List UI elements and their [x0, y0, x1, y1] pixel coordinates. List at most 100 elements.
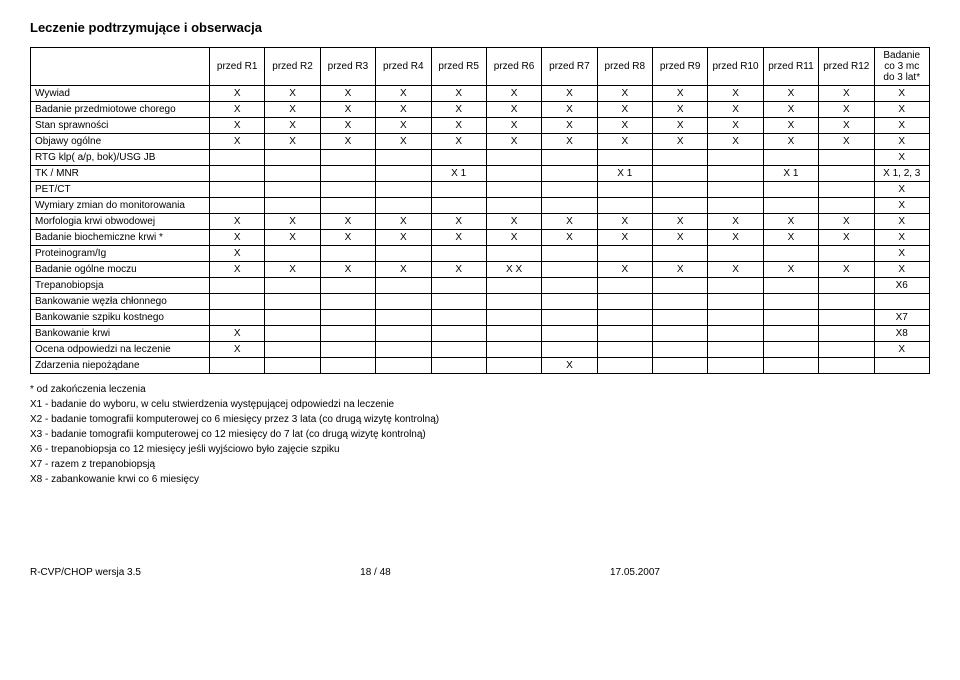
- table-cell: X: [597, 86, 652, 102]
- table-cell: X7: [874, 310, 930, 326]
- table-cell: X: [874, 198, 930, 214]
- table-cell: [653, 342, 708, 358]
- table-cell: [265, 294, 320, 310]
- table-cell: X: [597, 102, 652, 118]
- table-row: TrepanobiopsjaX6: [31, 278, 930, 294]
- table-cell: X: [819, 102, 874, 118]
- table-cell: [376, 342, 431, 358]
- table-header-col: przed R7: [542, 48, 597, 86]
- table-cell: [597, 342, 652, 358]
- table-cell: X: [486, 214, 541, 230]
- table-cell: X: [819, 262, 874, 278]
- page-footer: R-CVP/CHOP wersja 3.5 18 / 48 17.05.2007: [30, 567, 660, 578]
- table-cell: [486, 342, 541, 358]
- table-cell: [763, 182, 818, 198]
- table-cell: X: [874, 342, 930, 358]
- table-cell: X: [763, 230, 818, 246]
- table-cell: X: [763, 118, 818, 134]
- footnotes: * od zakończenia leczeniaX1 - badanie do…: [30, 382, 930, 487]
- table-cell: [431, 358, 486, 374]
- table-row: Ocena odpowiedzi na leczenieXX: [31, 342, 930, 358]
- table-cell: X: [265, 118, 320, 134]
- table-cell: [376, 278, 431, 294]
- table-cell: [265, 166, 320, 182]
- table-cell: X: [431, 230, 486, 246]
- table-header-col: Badanie co 3 mc do 3 lat*: [874, 48, 930, 86]
- table-cell: [320, 310, 375, 326]
- table-header-col: przed R11: [763, 48, 818, 86]
- table-cell: [708, 342, 763, 358]
- table-cell: [542, 278, 597, 294]
- table-cell: [320, 166, 375, 182]
- table-row: Badanie biochemiczne krwi *XXXXXXXXXXXXX: [31, 230, 930, 246]
- table-cell: X: [376, 134, 431, 150]
- table-cell: X: [210, 86, 265, 102]
- table-cell: [542, 342, 597, 358]
- table-cell: [708, 198, 763, 214]
- table-cell: X: [486, 102, 541, 118]
- table-cell: X: [653, 134, 708, 150]
- table-cell: X: [708, 230, 763, 246]
- table-cell: [597, 150, 652, 166]
- table-cell: [265, 358, 320, 374]
- table-cell: X: [265, 134, 320, 150]
- table-cell: [542, 326, 597, 342]
- table-cell: X: [653, 262, 708, 278]
- table-cell: [376, 198, 431, 214]
- table-row: Wymiary zmian do monitorowaniaX: [31, 198, 930, 214]
- table-cell: [819, 166, 874, 182]
- table-cell: X: [874, 102, 930, 118]
- table-cell: [653, 278, 708, 294]
- table-cell: X 1, 2, 3: [874, 166, 930, 182]
- table-cell: X: [708, 262, 763, 278]
- table-cell: [486, 246, 541, 262]
- table-cell: [486, 310, 541, 326]
- table-cell: X: [597, 118, 652, 134]
- table-cell: [265, 326, 320, 342]
- table-cell: X: [376, 214, 431, 230]
- table-cell: X: [542, 134, 597, 150]
- table-cell: [653, 166, 708, 182]
- row-label: Bankowanie szpiku kostnego: [31, 310, 210, 326]
- table-cell: [819, 182, 874, 198]
- table-cell: X: [763, 86, 818, 102]
- table-cell: X: [265, 214, 320, 230]
- row-label: Bankowanie krwi: [31, 326, 210, 342]
- table-row: Objawy ogólneXXXXXXXXXXXXX: [31, 134, 930, 150]
- table-cell: X: [320, 214, 375, 230]
- table-cell: X: [708, 118, 763, 134]
- table-row: Proteinogram/IgXX: [31, 246, 930, 262]
- table-cell: X: [874, 86, 930, 102]
- table-header-col: przed R2: [265, 48, 320, 86]
- row-label: Morfologia krwi obwodowej: [31, 214, 210, 230]
- table-cell: [653, 326, 708, 342]
- row-label: Bankowanie węzła chłonnego: [31, 294, 210, 310]
- table-cell: [708, 278, 763, 294]
- table-cell: [653, 198, 708, 214]
- table-cell: X: [210, 262, 265, 278]
- table-cell: [265, 150, 320, 166]
- row-label: Stan sprawności: [31, 118, 210, 134]
- table-cell: X: [653, 102, 708, 118]
- row-label: Proteinogram/Ig: [31, 246, 210, 262]
- table-cell: [320, 198, 375, 214]
- table-cell: [320, 358, 375, 374]
- row-label: TK / MNR: [31, 166, 210, 182]
- table-cell: X: [708, 214, 763, 230]
- table-cell: [542, 150, 597, 166]
- table-cell: [376, 294, 431, 310]
- table-cell: [486, 278, 541, 294]
- row-label: RTG klp( a/p, bok)/USG JB: [31, 150, 210, 166]
- table-cell: X: [431, 214, 486, 230]
- table-cell: [542, 198, 597, 214]
- table-cell: [486, 358, 541, 374]
- table-cell: [210, 278, 265, 294]
- table-cell: [819, 246, 874, 262]
- table-cell: [763, 310, 818, 326]
- table-cell: X: [763, 214, 818, 230]
- footnote-line: X2 - badanie tomografii komputerowej co …: [30, 412, 930, 427]
- table-cell: [874, 358, 930, 374]
- table-cell: [763, 294, 818, 310]
- table-cell: X: [210, 134, 265, 150]
- table-cell: X: [320, 134, 375, 150]
